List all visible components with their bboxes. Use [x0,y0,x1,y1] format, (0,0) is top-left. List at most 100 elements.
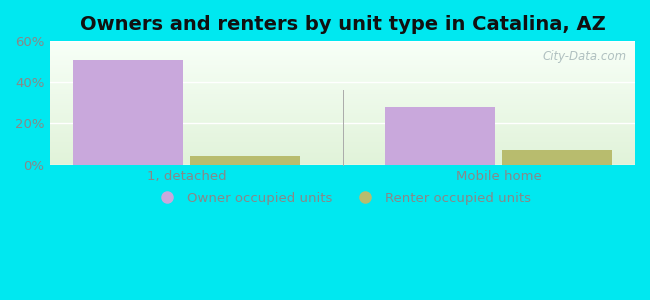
Bar [50,91,635,92]
Bar [50,92,635,93]
Bar [50,154,635,155]
Bar [50,94,635,95]
Bar [50,164,635,165]
Bar [50,59,635,60]
Bar [50,120,635,121]
Bar [50,101,635,102]
Bar [50,140,635,141]
Bar [50,71,635,72]
Bar [50,43,635,44]
Bar [50,102,635,103]
Bar [50,48,635,49]
Bar [50,125,635,126]
Text: City-Data.com: City-Data.com [542,50,626,63]
Bar [50,72,635,73]
Bar [50,82,635,83]
Bar [50,68,635,69]
Bar [50,105,635,106]
Bar [50,147,635,148]
Bar [50,129,635,130]
Bar [50,47,635,48]
Bar [50,153,635,154]
Bar [50,142,635,143]
Bar [50,46,635,47]
Bar [50,85,635,86]
Bar [50,118,635,119]
Bar [50,65,635,66]
Bar [50,115,635,116]
Bar [50,117,635,118]
Bar [50,70,635,71]
Bar [50,97,635,98]
Bar [50,96,635,97]
Bar [50,52,635,53]
Bar [50,62,635,63]
Bar [50,136,635,137]
Bar [50,87,635,88]
Bar [502,150,612,165]
Bar [50,55,635,56]
Bar [50,148,635,149]
Bar [50,54,635,55]
Bar [50,151,635,152]
Bar [50,134,635,135]
Bar [50,155,635,156]
Bar [50,150,635,151]
Bar [50,122,635,123]
Bar [50,156,635,157]
Bar [50,98,635,99]
Bar [73,60,183,165]
Bar [50,99,635,100]
Bar [50,76,635,77]
Bar [50,67,635,68]
Bar [190,156,300,165]
Title: Owners and renters by unit type in Catalina, AZ: Owners and renters by unit type in Catal… [80,15,605,34]
Bar [50,157,635,158]
Bar [50,103,635,104]
Bar [50,159,635,160]
Bar [50,63,635,64]
Bar [50,146,635,147]
Bar [50,111,635,112]
Bar [50,113,635,114]
Bar [50,137,635,138]
Bar [50,74,635,75]
Bar [50,93,635,94]
Bar [50,50,635,51]
Bar [50,135,635,136]
Bar [50,131,635,132]
Bar [50,162,635,163]
Bar [50,126,635,127]
Bar [50,138,635,139]
Bar [50,44,635,45]
Bar [50,42,635,43]
Bar [50,145,635,146]
Bar [50,41,635,42]
Bar [50,90,635,91]
Bar [50,79,635,80]
Bar [50,106,635,107]
Bar [50,86,635,87]
Bar [50,119,635,120]
Bar [50,95,635,96]
Bar [50,116,635,117]
Bar [50,163,635,164]
Bar [50,78,635,79]
Bar [50,108,635,109]
Bar [50,158,635,159]
Bar [50,56,635,57]
Bar [50,49,635,50]
Bar [50,51,635,52]
Bar [50,123,635,124]
Bar [50,124,635,125]
Bar [50,160,635,161]
Bar [50,53,635,54]
Bar [50,77,635,78]
Bar [50,133,635,134]
Bar [50,73,635,74]
Bar [50,104,635,105]
Bar [50,80,635,81]
Bar [50,88,635,89]
Bar [50,130,635,131]
Bar [50,69,635,70]
